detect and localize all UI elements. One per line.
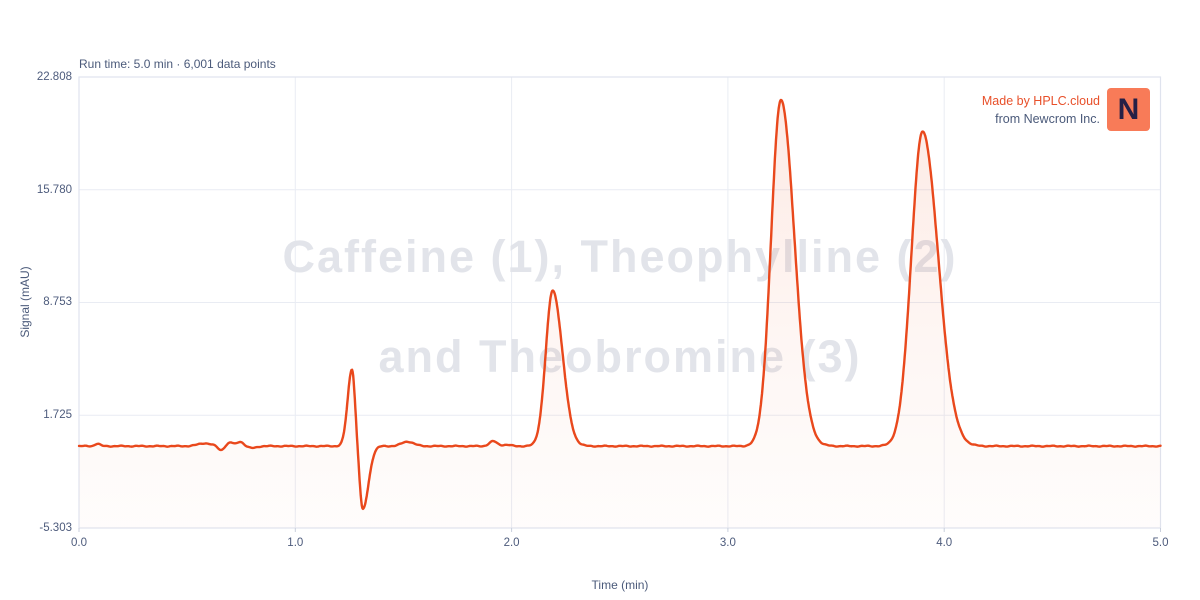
y-tick-label-8.753: 8.753 <box>43 296 72 309</box>
y-tick-label-1.725: 1.725 <box>43 409 72 422</box>
made-by-hplc-cloud-link[interactable]: Made by HPLC.cloud <box>981 94 1100 108</box>
y-tick-label--5.303: -5.303 <box>39 522 72 534</box>
y-tick-label-22.808: 22.808 <box>36 71 72 83</box>
run-info-text: Run time: 5.0 min · 6,001 data points <box>79 57 276 71</box>
x-tick-label-0.0: 0.0 <box>71 537 87 549</box>
x-tick-label-2.0: 2.0 <box>503 537 520 549</box>
from-newcrom-text: from Newcrom Inc. <box>995 112 1100 126</box>
x-tick-label-5.0: 5.0 <box>1152 537 1169 549</box>
x-tick-label-1.0: 1.0 <box>287 537 304 549</box>
y-tick-label-15.780: 15.780 <box>36 183 72 196</box>
newcrom-logo-letter: N <box>1117 92 1140 126</box>
x-axis-label: Time (min) <box>591 578 649 592</box>
x-tick-label-4.0: 4.0 <box>936 537 953 549</box>
newcrom-logo[interactable]: N <box>1107 88 1150 131</box>
x-tick-label-3.0: 3.0 <box>719 537 736 549</box>
branding-block: Made by HPLC.cloud from Newcrom Inc. <box>982 92 1100 128</box>
chromatogram-signal-line <box>77 98 1162 511</box>
chromatogram-area-fill <box>79 99 1161 528</box>
